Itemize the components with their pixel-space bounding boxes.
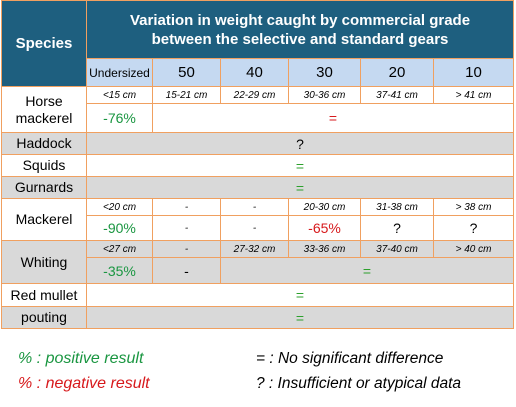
grade-30: 30 [288,58,361,87]
value-cell: - [152,257,221,284]
species-pouting: pouting [1,306,87,329]
title-line-2: between the selective and standard gears [151,30,449,48]
value-cell: = [85,283,515,307]
value-cell: = [219,257,515,284]
size-cell: - [220,198,289,216]
grade-10: 10 [432,58,515,87]
size-cell: > 40 cm [432,240,515,258]
species-gurnards: Gurnards [1,176,87,199]
species-horse-mackerel: Horse mackerel [1,86,87,133]
species-name-line-2: mackerel [15,109,73,126]
legend-insufficient: ? : Insufficient or atypical data [256,375,462,392]
species-mackerel: Mackerel [1,198,87,241]
value-cell: ? [432,215,515,241]
size-cell: - [152,240,221,258]
size-cell: 20-30 cm [288,198,361,216]
species-name-line-1: Horse [25,92,63,109]
value-cell: -35% [86,257,153,284]
size-cell: 31-38 cm [360,198,434,216]
size-cell: <20 cm [86,198,153,216]
value-cell: -65% [288,215,361,241]
legend-no-difference: = : No significant difference [256,350,444,367]
value-cell: = [85,306,515,329]
value-cell: -90% [86,215,153,241]
value-cell: ? [360,215,434,241]
value-cell: ? [85,132,515,155]
table-title: Variation in weight caught by commercial… [85,0,515,59]
value-cell: = [85,154,515,177]
size-cell: 37-40 cm [360,240,434,258]
size-cell: 22-29 cm [220,86,289,104]
size-cell: 30-36 cm [288,86,361,104]
value-cell: = [151,103,515,133]
size-cell: 37-41 cm [360,86,434,104]
legend-positive: % : positive result [18,350,144,367]
value-cell: - [220,215,289,241]
value-cell: -76% [86,103,153,133]
value-cell: = [85,176,515,199]
size-cell: > 38 cm [432,198,515,216]
species-squids: Squids [1,154,87,177]
size-cell: 15-21 cm [152,86,221,104]
species-haddock: Haddock [1,132,87,155]
size-cell: 27-32 cm [220,240,289,258]
grade-undersized: Undersized [86,58,153,87]
value-cell: - [152,215,221,241]
size-cell: <15 cm [86,86,153,104]
species-red-mullet: Red mullet [1,283,87,307]
size-cell: 33-36 cm [288,240,361,258]
results-table: Species Variation in weight caught by co… [1,0,515,329]
grade-40: 40 [220,58,289,87]
species-header-label: Species [15,35,73,52]
species-header: Species [1,0,87,87]
size-cell: - [152,198,221,216]
size-cell: <27 cm [86,240,153,258]
grade-20: 20 [360,58,434,87]
title-line-1: Variation in weight caught by commercial… [129,11,471,29]
size-cell: > 41 cm [432,86,515,104]
species-whiting: Whiting [1,240,87,284]
legend-negative: % : negative result [18,375,150,392]
grade-50: 50 [152,58,221,87]
